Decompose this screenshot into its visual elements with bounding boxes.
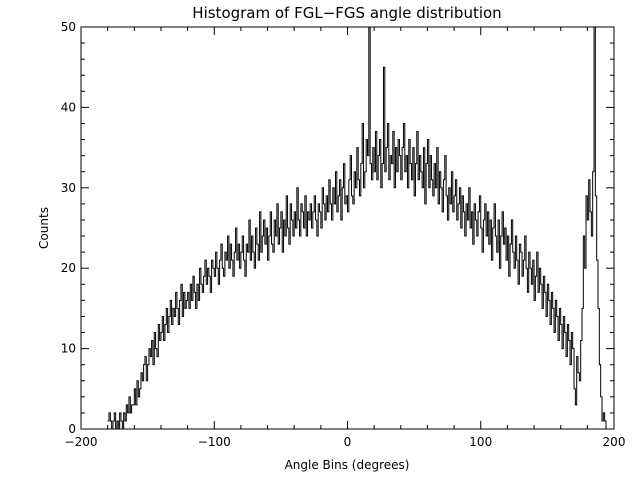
plot-frame [80, 26, 615, 430]
chart-title: Histogram of FGL−FGS angle distribution [192, 4, 501, 22]
y-tick-label: 10 [61, 342, 76, 356]
x-tick-label: −200 [65, 435, 98, 449]
y-tick-label: 40 [61, 100, 76, 114]
y-tick-label: 0 [68, 422, 76, 436]
y-tick-label: 30 [61, 181, 76, 195]
y-tick-label: 50 [61, 20, 76, 34]
y-axis-label: Counts [37, 207, 51, 249]
x-tick-label: 0 [344, 435, 352, 449]
tick-labels: −200 −100 0 100 200 0 10 20 30 40 50 [61, 20, 626, 449]
x-axis-label: Angle Bins (degrees) [285, 458, 410, 472]
x-tick-label: −100 [198, 435, 231, 449]
histogram-series-line [107, 26, 608, 430]
axis-ticks [80, 26, 615, 430]
x-tick-label: 200 [603, 435, 626, 449]
x-tick-label: 100 [469, 435, 492, 449]
y-tick-label: 20 [61, 261, 76, 275]
